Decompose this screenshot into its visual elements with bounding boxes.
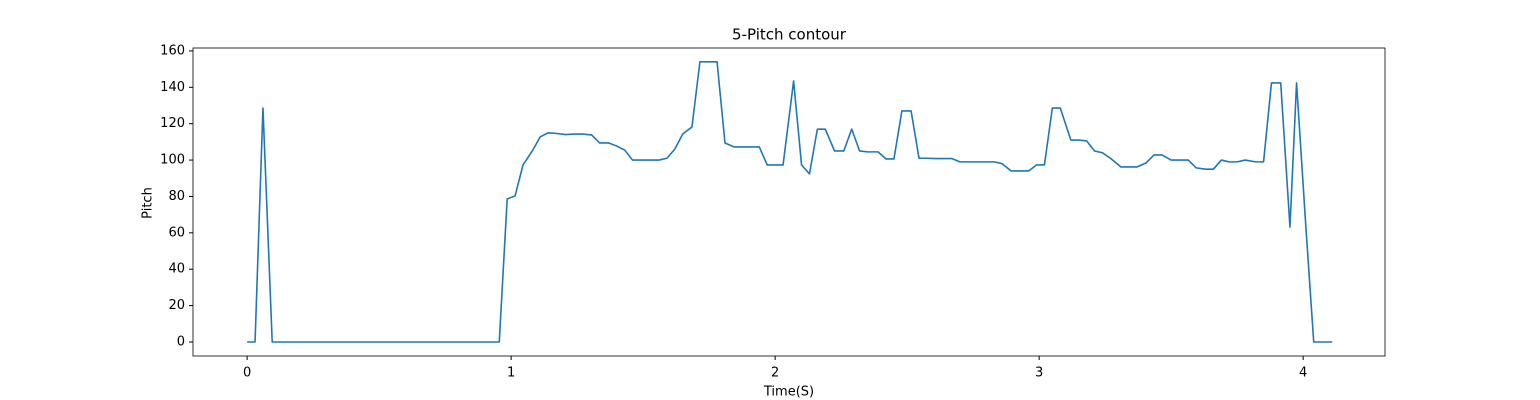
y-tick-label: 120 [160, 116, 185, 131]
chart-title: 5-Pitch contour [732, 26, 847, 44]
y-tick-label: 60 [168, 225, 185, 240]
x-tick-label: 0 [243, 366, 251, 381]
plot-frame [192, 47, 1386, 357]
x-tick-label: 2 [771, 366, 779, 381]
x-tick-label: 1 [507, 366, 515, 381]
pitch-line [247, 61, 1333, 343]
y-tick-label: 80 [168, 189, 185, 204]
x-axis-label: Time(S) [763, 385, 814, 400]
y-tick-label: 20 [168, 298, 185, 313]
y-tick-label: 40 [168, 262, 185, 277]
y-tick-label: 160 [160, 43, 185, 58]
x-tick-label: 4 [1299, 366, 1307, 381]
x-tick-label: 3 [1035, 366, 1043, 381]
y-tick-label: 100 [160, 153, 185, 168]
y-tick-label: 140 [160, 80, 185, 95]
y-tick-label: 0 [177, 334, 185, 349]
y-axis-label: Pitch [141, 187, 156, 219]
